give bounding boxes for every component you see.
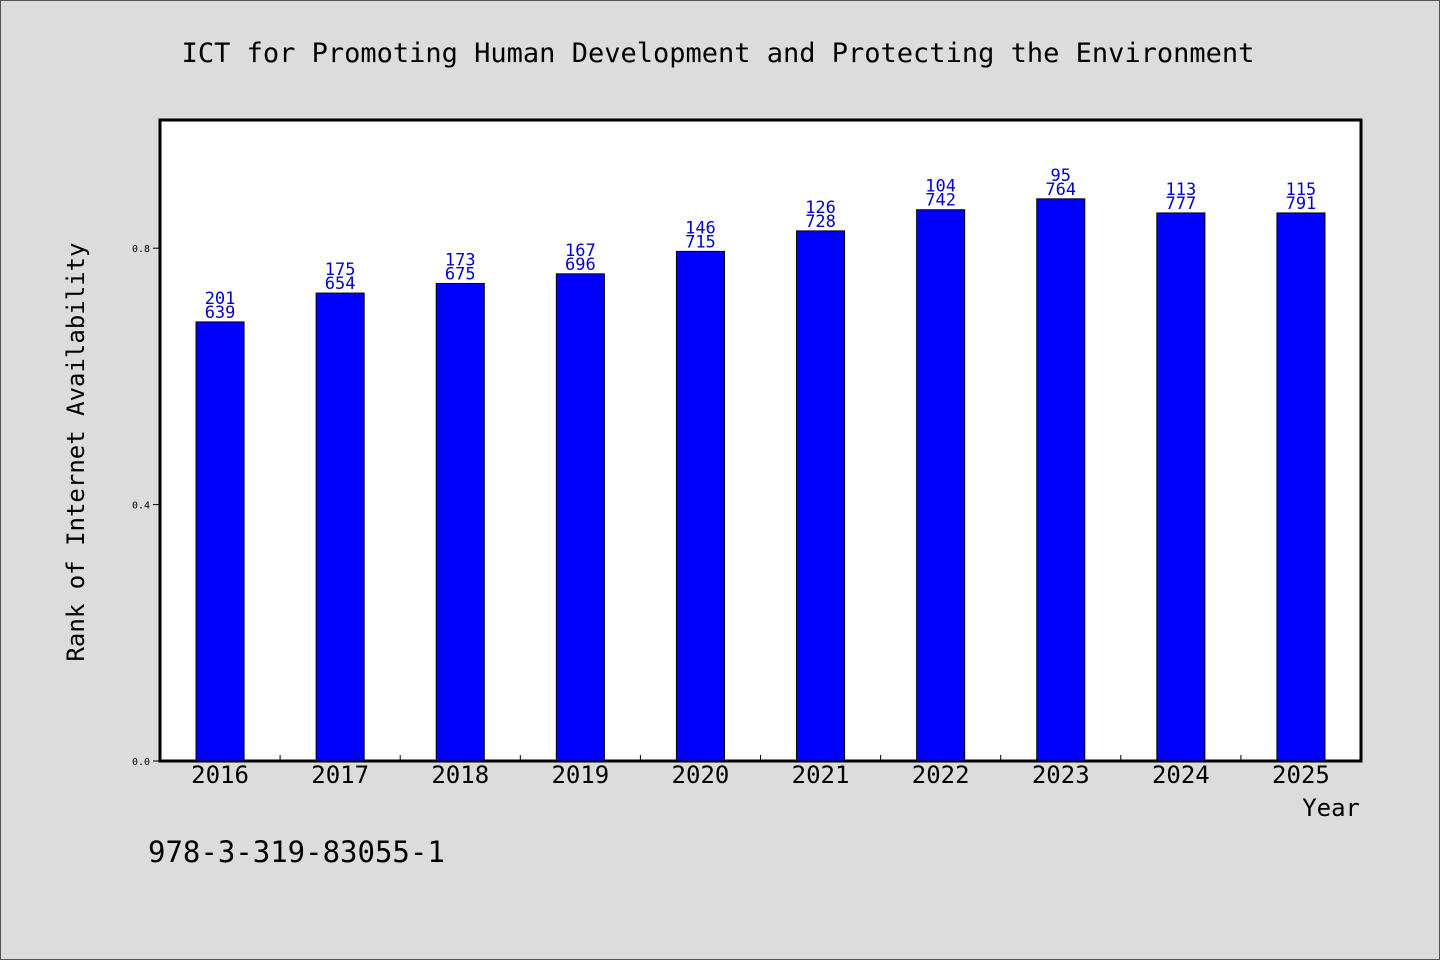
bar-label-top: 95 bbox=[1051, 166, 1071, 186]
bar-label-bottom: 764 bbox=[1045, 180, 1076, 200]
bar-label-top: 104 bbox=[925, 177, 956, 197]
bar-label-bottom: 742 bbox=[925, 191, 956, 211]
bar-label-top: 115 bbox=[1286, 180, 1317, 200]
bar-label-bottom: 675 bbox=[445, 264, 476, 284]
chart-title: ICT for Promoting Human Development and … bbox=[182, 38, 1255, 69]
bar-label-top: 167 bbox=[565, 241, 596, 261]
bar-label-bottom: 777 bbox=[1165, 194, 1196, 214]
bar-label-bottom: 728 bbox=[805, 212, 836, 232]
bar-label-top: 201 bbox=[205, 289, 236, 309]
y-axis: 0.0 0.4 0.8 bbox=[132, 244, 160, 768]
bar-label-top: 146 bbox=[685, 218, 716, 238]
bar-series bbox=[195, 198, 1326, 762]
x-axis-label: Year bbox=[1302, 794, 1360, 822]
y-tick-label: 0.4 bbox=[132, 501, 150, 512]
y-tick-label: 0.0 bbox=[132, 757, 150, 768]
bar bbox=[916, 209, 966, 762]
bar bbox=[675, 250, 725, 762]
x-tick-label: 2025 bbox=[1272, 761, 1330, 789]
bar-label-top: 175 bbox=[325, 260, 356, 280]
bar bbox=[1156, 212, 1206, 762]
bar-label-bottom: 696 bbox=[565, 255, 596, 275]
x-tick-label: 2022 bbox=[912, 761, 970, 789]
x-tick-label: 2023 bbox=[1032, 761, 1090, 789]
bar bbox=[315, 292, 365, 762]
bar bbox=[1036, 198, 1086, 762]
x-tick-label: 2021 bbox=[792, 761, 850, 789]
y-tick-label: 0.8 bbox=[132, 244, 150, 255]
bar-label-bottom: 654 bbox=[325, 274, 356, 294]
isbn-footer: 978-3-319-83055-1 bbox=[148, 835, 445, 869]
bar-label-bottom: 715 bbox=[685, 232, 716, 252]
bar bbox=[796, 230, 846, 762]
bar-label-top: 126 bbox=[805, 198, 836, 218]
bar-label-top: 173 bbox=[445, 250, 476, 270]
bar bbox=[555, 273, 605, 762]
y-axis-label: Rank of Internet Availability bbox=[62, 242, 90, 661]
x-tick-label: 2016 bbox=[191, 761, 249, 789]
x-tick-label: 2024 bbox=[1152, 761, 1210, 789]
x-tick-label: 2020 bbox=[672, 761, 730, 789]
x-tick-label: 2017 bbox=[311, 761, 369, 789]
x-tick-label: 2019 bbox=[551, 761, 609, 789]
bar-label-top: 113 bbox=[1165, 180, 1196, 200]
bar bbox=[195, 321, 245, 762]
bar bbox=[1276, 212, 1326, 762]
x-axis: 2016 2017 2018 2019 2020 2021 2022 2023 2024 2025 bbox=[191, 755, 1330, 789]
x-tick-label: 2018 bbox=[431, 761, 489, 789]
bar-label-bottom: 639 bbox=[205, 303, 236, 323]
data-labels: 2016391756541736751676961467151267281047… bbox=[205, 166, 1317, 323]
bar bbox=[435, 282, 485, 762]
bar-label-bottom: 791 bbox=[1286, 194, 1317, 214]
